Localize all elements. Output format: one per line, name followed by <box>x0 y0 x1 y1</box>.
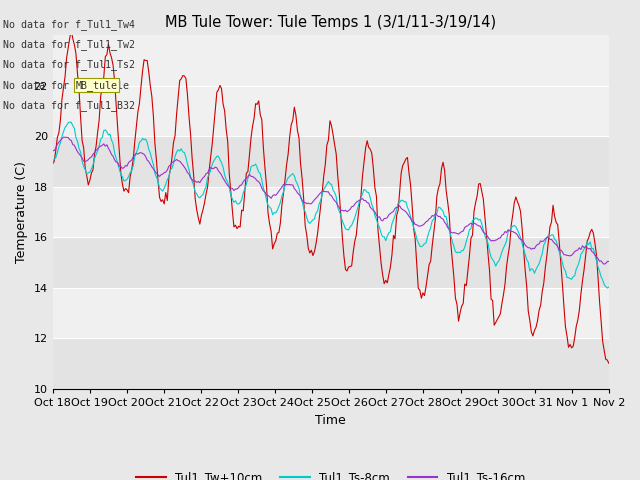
Legend: Tul1_Tw+10cm, Tul1_Ts-8cm, Tul1_Ts-16cm: Tul1_Tw+10cm, Tul1_Ts-8cm, Tul1_Ts-16cm <box>132 467 530 480</box>
Text: No data for f_Tul1_Tw2: No data for f_Tul1_Tw2 <box>3 39 135 50</box>
Text: MB_tule: MB_tule <box>76 80 118 91</box>
Bar <box>52 238 609 288</box>
X-axis label: Time: Time <box>316 414 346 427</box>
Text: No data for f_Tul1_B32: No data for f_Tul1_B32 <box>3 100 135 111</box>
Bar <box>52 136 609 187</box>
Title: MB Tule Tower: Tule Temps 1 (3/1/11-3/19/14): MB Tule Tower: Tule Temps 1 (3/1/11-3/19… <box>165 15 496 30</box>
Text: No data for f_Tul1_Ts2: No data for f_Tul1_Ts2 <box>3 60 135 71</box>
Bar <box>52 338 609 389</box>
Y-axis label: Temperature (C): Temperature (C) <box>15 161 28 263</box>
Text: No data for f_Tul1_Tw4: No data for f_Tul1_Tw4 <box>3 19 135 30</box>
Text: No data for f_uMBtule: No data for f_uMBtule <box>3 80 129 91</box>
